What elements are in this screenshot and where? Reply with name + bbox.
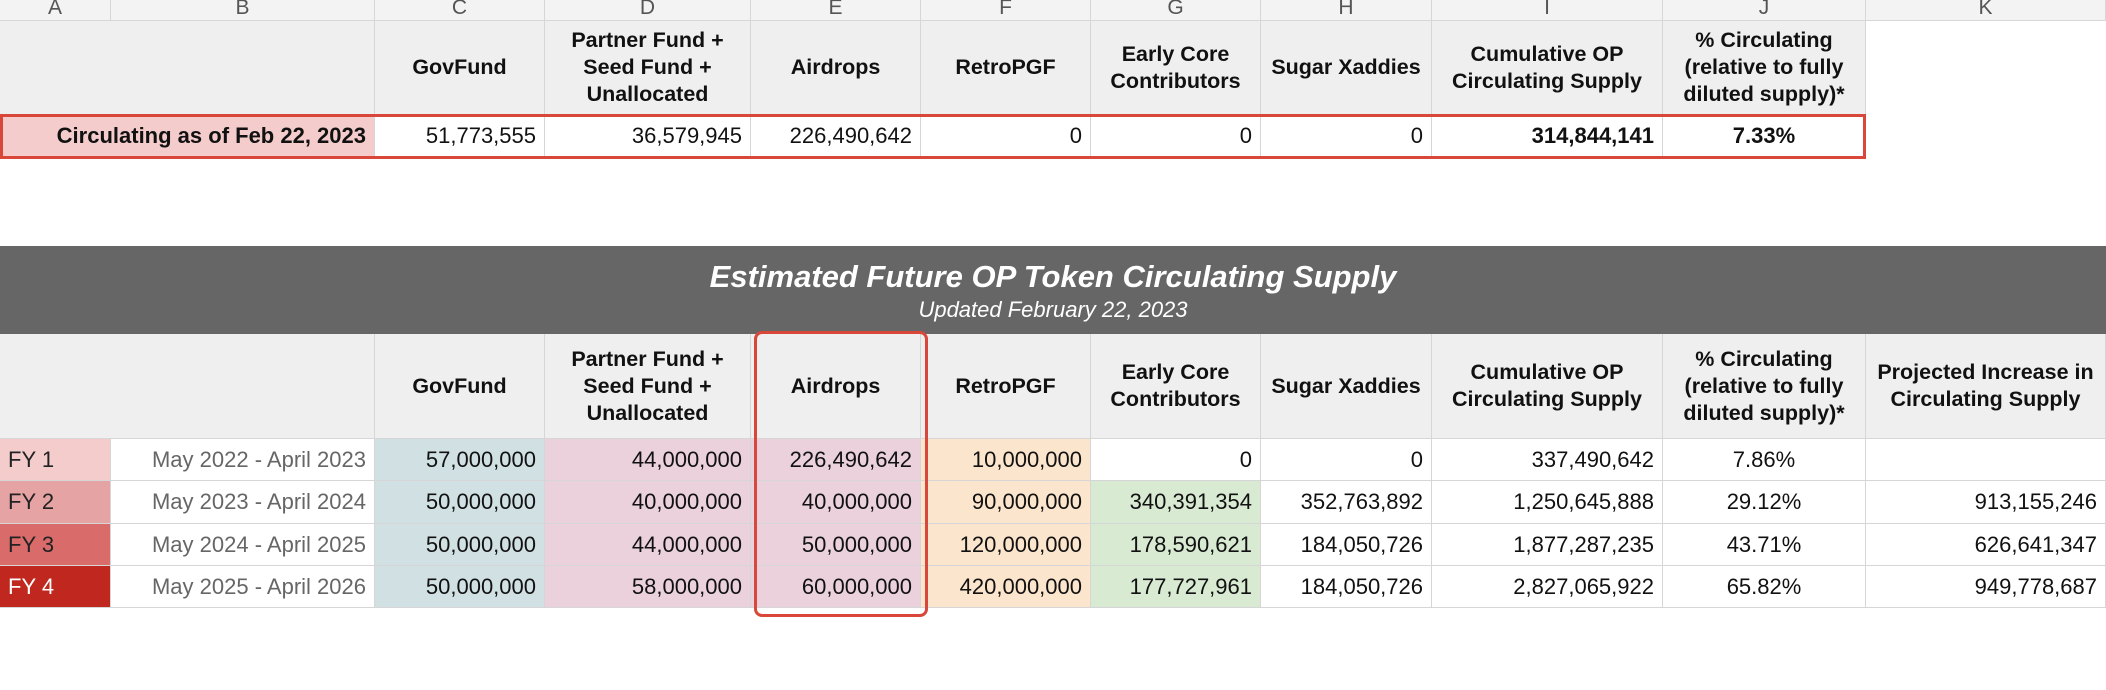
table-title: Estimated Future OP Token Circulating Su…: [709, 259, 1397, 294]
period: May 2022 - April 2023: [111, 439, 375, 481]
column-letter: B: [111, 0, 375, 21]
column-letter: G: [1091, 0, 1261, 21]
header-cell: Partner Fund + Seed Fund + Unallocated: [545, 334, 751, 439]
value-cell: 913,155,246: [1866, 481, 2106, 524]
header-cell: RetroPGF: [921, 21, 1091, 115]
header-cell: RetroPGF: [921, 334, 1091, 439]
value-cell: 949,778,687: [1866, 566, 2106, 608]
row-label: Circulating as of Feb 22, 2023: [0, 115, 375, 157]
fy-label: FY 4: [0, 566, 111, 608]
column-letter: H: [1261, 0, 1432, 21]
header-cell: Airdrops: [751, 334, 921, 439]
value-cell: 226,490,642: [751, 439, 921, 481]
value-cell: 57,000,000: [375, 439, 545, 481]
value-cell: 44,000,000: [545, 524, 751, 566]
value-cell: 36,579,945: [545, 115, 751, 157]
value-cell: 1,877,287,235: [1432, 524, 1663, 566]
value-cell: 7.86%: [1663, 439, 1866, 481]
column-letter: I: [1432, 0, 1663, 21]
header-cell: GovFund: [375, 21, 545, 115]
value-cell: 0: [921, 115, 1091, 157]
column-letter: K: [1866, 0, 2106, 21]
period: May 2024 - April 2025: [111, 524, 375, 566]
period: May 2025 - April 2026: [111, 566, 375, 608]
header-cell: Projected Increase in Circulating Supply: [1866, 334, 2106, 439]
header-cell: Early Core Contributors: [1091, 21, 1261, 115]
column-letter: A: [0, 0, 111, 21]
value-cell: 44,000,000: [545, 439, 751, 481]
fy-label: FY 3: [0, 524, 111, 566]
header-cell: Cumulative OP Circulating Supply: [1432, 21, 1663, 115]
value-cell: 0: [1091, 439, 1261, 481]
table-subtitle: Updated February 22, 2023: [918, 297, 1188, 322]
value-cell: 1,250,645,888: [1432, 481, 1663, 524]
value-cell: 337,490,642: [1432, 439, 1663, 481]
header-cell: % Circulating (relative to fully diluted…: [1663, 334, 1866, 439]
header-cell: Sugar Xaddies: [1261, 21, 1432, 115]
value-cell: 58,000,000: [545, 566, 751, 608]
value-cell: 2,827,065,922: [1432, 566, 1663, 608]
fy-label: FY 2: [0, 481, 111, 524]
header-cell: Early Core Contributors: [1091, 334, 1261, 439]
value-cell: 314,844,141: [1432, 115, 1663, 157]
value-cell: 0: [1091, 115, 1261, 157]
value-cell: 178,590,621: [1091, 524, 1261, 566]
value-cell: 51,773,555: [375, 115, 545, 157]
value-cell: 43.71%: [1663, 524, 1866, 566]
value-cell: 340,391,354: [1091, 481, 1261, 524]
header-cell: [0, 334, 375, 439]
column-letter: F: [921, 0, 1091, 21]
column-letter: J: [1663, 0, 1866, 21]
value-cell: 50,000,000: [375, 481, 545, 524]
period: May 2023 - April 2024: [111, 481, 375, 524]
value-cell: 40,000,000: [751, 481, 921, 524]
value-cell: 0: [1261, 439, 1432, 481]
value-cell: 50,000,000: [751, 524, 921, 566]
column-letter: D: [545, 0, 751, 21]
value-cell: 90,000,000: [921, 481, 1091, 524]
header-cell: Sugar Xaddies: [1261, 334, 1432, 439]
value-cell: 177,727,961: [1091, 566, 1261, 608]
value-cell: 420,000,000: [921, 566, 1091, 608]
header-cell: Partner Fund + Seed Fund + Unallocated: [545, 21, 751, 115]
header-cell: [0, 21, 375, 115]
header-cell: GovFund: [375, 334, 545, 439]
value-cell: 184,050,726: [1261, 566, 1432, 608]
value-cell: 40,000,000: [545, 481, 751, 524]
value-cell: 226,490,642: [751, 115, 921, 157]
column-letter: C: [375, 0, 545, 21]
value-cell: 50,000,000: [375, 566, 545, 608]
fy-label: FY 1: [0, 439, 111, 481]
value-cell: 352,763,892: [1261, 481, 1432, 524]
value-cell: 120,000,000: [921, 524, 1091, 566]
value-cell: 626,641,347: [1866, 524, 2106, 566]
value-cell: 60,000,000: [751, 566, 921, 608]
header-cell: % Circulating (relative to fully diluted…: [1663, 21, 1866, 115]
value-cell: 65.82%: [1663, 566, 1866, 608]
value-cell: 184,050,726: [1261, 524, 1432, 566]
value-cell: 50,000,000: [375, 524, 545, 566]
header-cell: Cumulative OP Circulating Supply: [1432, 334, 1663, 439]
value-cell: 29.12%: [1663, 481, 1866, 524]
value-cell: 7.33%: [1663, 115, 1866, 157]
value-cell: 10,000,000: [921, 439, 1091, 481]
value-cell: [1866, 439, 2106, 481]
header-cell: Airdrops: [751, 21, 921, 115]
title-band: Estimated Future OP Token Circulating Su…: [0, 246, 2106, 334]
value-cell: 0: [1261, 115, 1432, 157]
column-letter: E: [751, 0, 921, 21]
